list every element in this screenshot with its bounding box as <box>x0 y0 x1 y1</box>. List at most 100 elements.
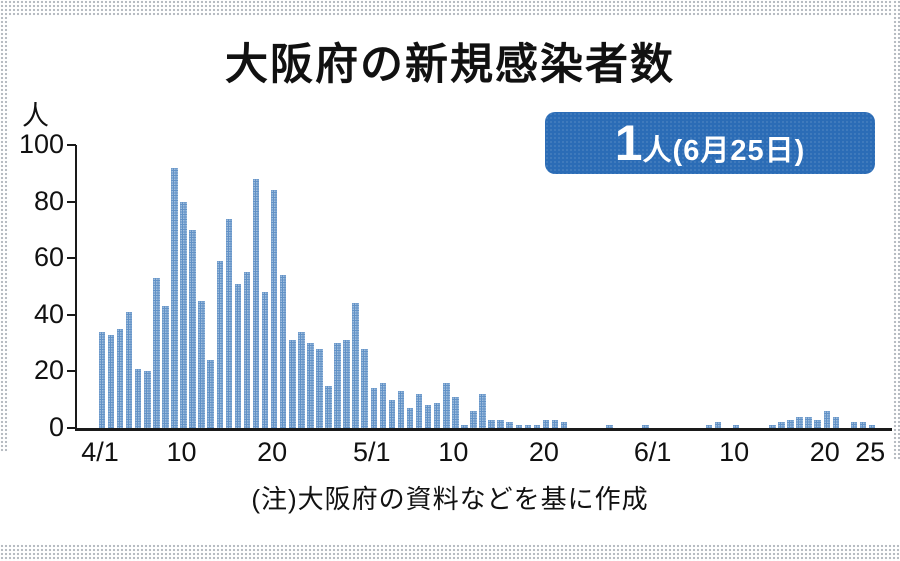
y-tick-mark-20 <box>67 370 76 373</box>
bar-5/2 <box>379 382 387 428</box>
y-tick-mark-80 <box>67 200 76 203</box>
bar-4/24 <box>307 343 314 428</box>
bar-4/2 <box>107 334 115 428</box>
bar-6/8 <box>714 422 722 428</box>
y-tick-mark-100 <box>67 144 76 146</box>
bar-5/8 <box>433 402 441 428</box>
bar-4/14 <box>216 261 224 428</box>
bar-5/19 <box>533 425 541 428</box>
chart-title: 大阪府の新規感染者数 <box>225 41 675 89</box>
bar-5/4 <box>397 391 405 428</box>
bar-6/10 <box>732 425 740 428</box>
bar-4/3 <box>116 328 124 428</box>
x-tick-label-20: 20 <box>257 437 288 467</box>
bar-5/13 <box>479 394 486 428</box>
bar-5/14 <box>488 419 495 428</box>
bar-6/19 <box>814 419 821 428</box>
bar-4/29 <box>352 303 359 428</box>
bar-5/18 <box>524 425 532 428</box>
bar-5/27 <box>606 425 613 428</box>
x-tick-label-4/1: 4/1 <box>81 437 119 467</box>
source-note: (注)大阪府の資料などを基に作成 <box>251 484 649 514</box>
bar-5/17 <box>515 425 522 428</box>
bar-5/9 <box>443 382 450 428</box>
latest-count-badge: 1 人(6月25日) <box>545 112 875 174</box>
bar-6/15 <box>778 422 785 428</box>
bar-4/6 <box>144 371 151 428</box>
y-tick-mark-40 <box>67 313 76 316</box>
x-tick-label-25: 25 <box>855 437 886 467</box>
bar-4/28 <box>343 340 350 428</box>
bar-6/21 <box>832 416 840 428</box>
bar-4/18 <box>252 178 260 428</box>
bar-4/15 <box>225 218 233 428</box>
bar-5/7 <box>424 405 432 428</box>
bar-5/15 <box>497 419 504 428</box>
y-tick-mark-60 <box>67 257 76 260</box>
bar-4/19 <box>261 292 269 428</box>
bar-6/24 <box>859 422 867 428</box>
y-tick-label-40: 40 <box>33 298 64 329</box>
bar-4/7 <box>153 278 160 428</box>
y-axis-unit-label: 人 <box>22 101 49 131</box>
bar-4/1 <box>98 331 106 428</box>
bar-5/22 <box>560 422 568 428</box>
bar-4/10 <box>180 201 187 428</box>
bar-4/4 <box>125 311 133 428</box>
bar-5/11 <box>461 425 468 428</box>
latest-count-value: 1 <box>614 115 643 171</box>
y-tick-label-100: 100 <box>18 129 64 159</box>
bar-4/30 <box>361 348 368 428</box>
bar-4/11 <box>189 229 196 428</box>
bar-6/17 <box>796 416 803 428</box>
bar-5/21 <box>551 419 559 428</box>
bar-5/10 <box>452 396 459 428</box>
bar-5/5 <box>406 408 414 428</box>
bar-5/20 <box>542 419 550 428</box>
bar-4/12 <box>198 300 205 428</box>
bar-6/7 <box>705 425 713 428</box>
newsprint-edge-right <box>893 0 900 460</box>
x-tick-label-20: 20 <box>528 437 559 467</box>
bar-4/27 <box>334 343 341 428</box>
bar-6/18 <box>805 416 812 428</box>
bar-4/26 <box>325 385 332 428</box>
newsprint-edge-bottom <box>0 544 900 561</box>
newsprint-edge-top <box>0 0 900 16</box>
bar-5/31 <box>642 425 649 428</box>
x-tick-label-20: 20 <box>809 437 840 467</box>
bar-4/8 <box>162 306 169 428</box>
bar-6/14 <box>769 425 776 428</box>
bar-6/23 <box>850 422 858 428</box>
y-tick-label-0: 0 <box>48 412 64 442</box>
bar-4/5 <box>134 368 142 428</box>
bar-4/9 <box>171 167 178 428</box>
bar-4/25 <box>316 348 323 428</box>
y-tick-label-60: 60 <box>33 242 64 273</box>
x-tick-label-6/1: 6/1 <box>633 437 672 467</box>
x-tick-label-5/1: 5/1 <box>353 437 391 467</box>
bar-4/21 <box>279 275 287 428</box>
bar-4/20 <box>270 190 278 428</box>
bar-6/25 <box>868 425 876 428</box>
x-tick-label-10: 10 <box>438 437 469 467</box>
bar-5/6 <box>415 394 423 428</box>
bar-4/13 <box>207 360 214 428</box>
bar-4/16 <box>234 283 242 428</box>
bar-4/23 <box>298 331 305 428</box>
y-tick-label-80: 80 <box>33 185 64 216</box>
plot-area <box>75 145 892 431</box>
x-tick-label-10: 10 <box>166 437 197 467</box>
bar-4/22 <box>289 340 296 428</box>
x-tick-label-10: 10 <box>719 437 750 467</box>
bar-6/16 <box>787 419 794 428</box>
bar-5/3 <box>388 399 396 428</box>
y-tick-mark-0 <box>67 427 76 429</box>
bar-5/12 <box>470 411 477 428</box>
bar-5/16 <box>506 422 513 428</box>
latest-count-date: 人(6月25日) <box>642 135 806 167</box>
bar-5/1 <box>370 388 378 428</box>
bar-4/17 <box>243 272 251 428</box>
bar-6/20 <box>823 411 831 428</box>
